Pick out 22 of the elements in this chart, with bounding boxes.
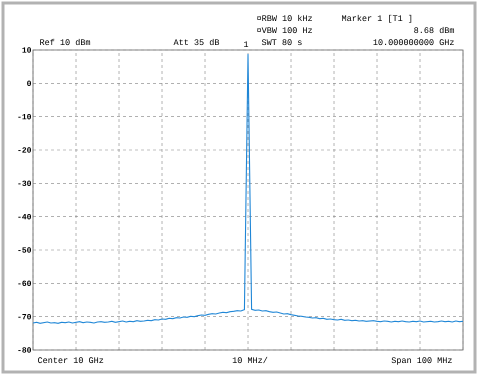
y-tick-label: -50	[18, 247, 32, 253]
text: ¤RBW 10 kHz	[257, 14, 312, 22]
y-tick-label: 0	[27, 80, 32, 86]
text: Center 10 GHz	[38, 357, 104, 364]
text: Span 100 MHz	[392, 357, 452, 365]
y-tick-label: -80	[18, 347, 32, 353]
y-tick-label: -30	[18, 180, 32, 186]
text: ¤VBW 100 Hz	[257, 27, 312, 34]
text: SWT 80 s	[262, 39, 302, 46]
text: Ref 10 dBm	[40, 38, 90, 46]
text: 1	[244, 41, 248, 47]
text: Marker 1 [T1 ]	[342, 14, 412, 23]
text: Att 35 dB	[174, 38, 220, 46]
text: 8.68 dBm	[414, 26, 454, 34]
y-tick-label: -70	[18, 314, 32, 320]
y-tick-label: -20	[18, 147, 32, 153]
text: 10.000000000 GHz	[373, 39, 454, 46]
y-tick-label: 10	[22, 47, 32, 53]
y-tick-label: -40	[18, 214, 32, 220]
y-tick-label: -60	[18, 280, 32, 286]
y-tick-label: -10	[18, 114, 32, 120]
text: 10 MHz/	[232, 356, 268, 364]
